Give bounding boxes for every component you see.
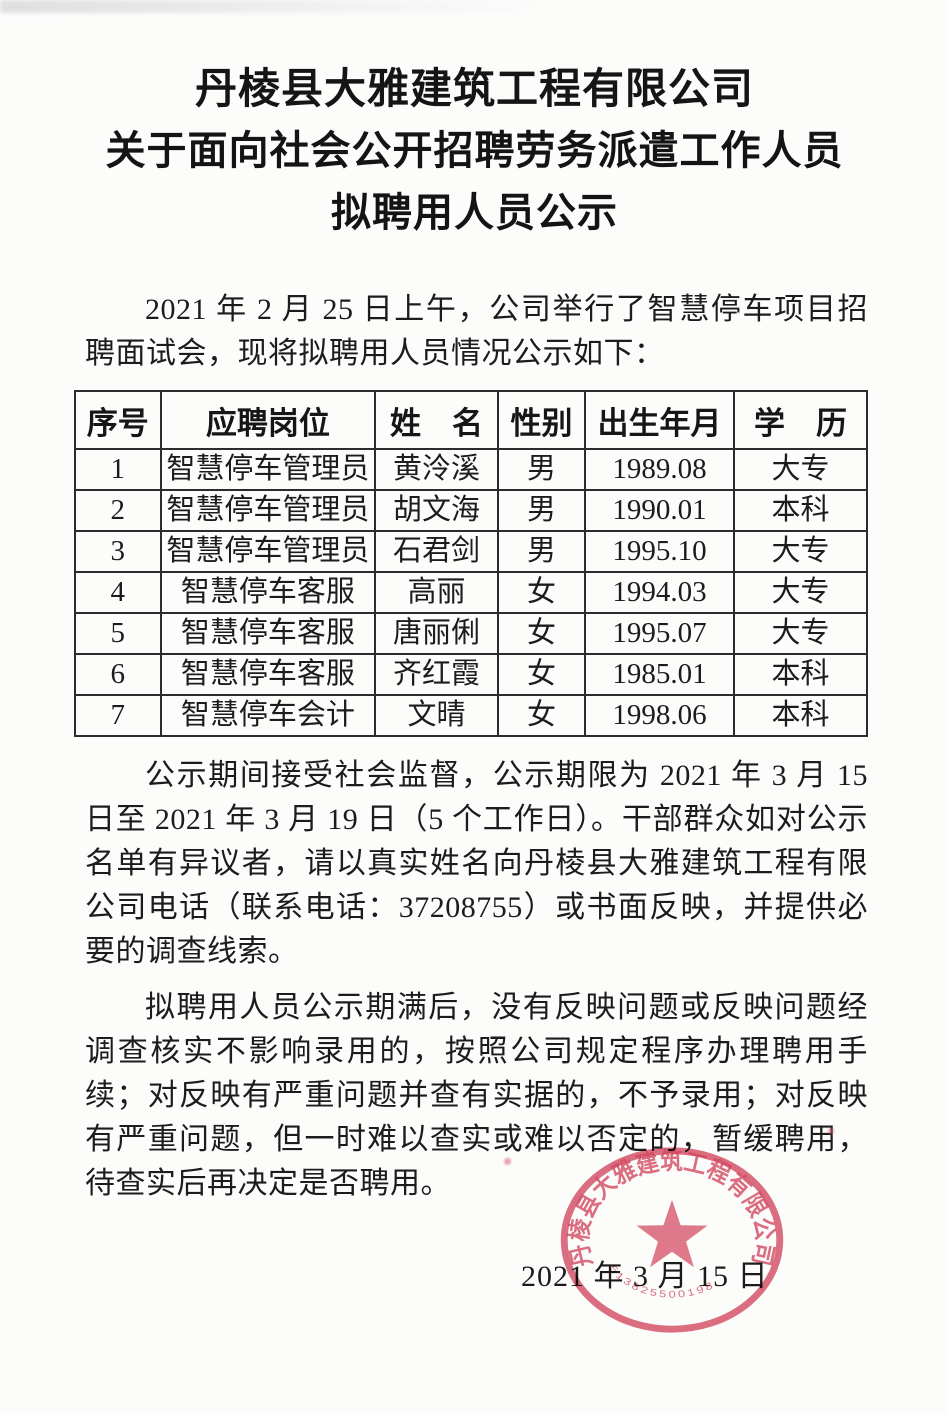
table-cell: 智慧停车管理员: [159, 448, 377, 491]
table-cell: 5: [74, 612, 162, 655]
table-cell: 高丽: [374, 571, 499, 614]
table-cell: 6: [74, 653, 162, 696]
column-header: 学 历: [732, 390, 869, 450]
table-cell: 智慧停车客服: [159, 571, 377, 614]
table-cell: 1998.06: [584, 694, 735, 737]
table-cell: 男: [496, 530, 587, 573]
table-row: 7 智慧停车会计 文晴女 1998.06 本科: [74, 694, 869, 737]
table-cell: 大专: [732, 612, 869, 655]
table-row: 2 智慧停车管理员 胡文海男 1990.01 本科: [74, 489, 869, 532]
table-cell: 石君剑: [374, 530, 499, 573]
procedure-paragraph: 拟聘用人员公示期满后，没有反映问题或反映问题经调查核实不影响录用的，按照公司规定…: [85, 991, 868, 1200]
table-cell: 女: [496, 653, 587, 696]
signature-date: 2021 年 3 月 15 日: [521, 1260, 769, 1293]
table-cell: 7: [74, 694, 162, 737]
column-header: 出生年月: [584, 390, 735, 450]
table-cell: 智慧停车管理员: [159, 489, 377, 532]
document-body: 2021 年 2 月 25 日上午，公司举行了智慧停车项目招聘面试会，现将拟聘用…: [0, 288, 949, 1206]
table-cell: 2: [74, 489, 162, 532]
table-cell: 智慧停车管理员: [159, 530, 377, 573]
column-header: 序号: [74, 390, 162, 450]
table-cell: 男: [496, 489, 587, 532]
table-header-row: 序号 应聘岗位姓 名性别 出生年月学 历: [74, 390, 869, 450]
table-cell: 1: [74, 448, 162, 491]
table-cell: 智慧停车客服: [159, 612, 377, 655]
title-block: 丹棱县大雅建筑工程有限公司 关于面向社会公开招聘劳务派遣工作人员 拟聘用人员公示: [0, 0, 949, 240]
table-cell: 胡文海: [374, 489, 499, 532]
seal-ring: [560, 1147, 784, 1333]
table-cell: 1989.08: [584, 448, 735, 491]
table-row: 4 智慧停车客服 高丽女 1994.03 大专: [74, 571, 869, 614]
ink-speck: [504, 1158, 511, 1165]
table-cell: 1985.01: [584, 653, 735, 696]
table-cell: 大专: [732, 530, 869, 573]
table-cell: 本科: [732, 694, 869, 737]
table-cell: 1994.03: [584, 571, 735, 614]
table-cell: 1995.07: [584, 612, 735, 655]
intro-paragraph: 2021 年 2 月 25 日上午，公司举行了智慧停车项目招聘面试会，现将拟聘用…: [85, 293, 868, 370]
column-header: 性别: [496, 390, 587, 450]
table-cell: 4: [74, 571, 162, 614]
table-cell: 文晴: [374, 694, 499, 737]
table-row: 1 智慧停车管理员 黄泠溪男 1989.08 大专: [74, 448, 869, 491]
seal-star-icon: [636, 1199, 708, 1268]
table-cell: 3: [74, 530, 162, 573]
table-cell: 本科: [732, 653, 869, 696]
document-title-line1: 关于面向社会公开招聘劳务派遣工作人员: [105, 129, 844, 173]
table-cell: 男: [496, 448, 587, 491]
ink-speck: [828, 1128, 834, 1134]
company-title: 丹棱县大雅建筑工程有限公司: [194, 67, 754, 113]
table-cell: 女: [496, 612, 587, 655]
scan-artifact: [0, 0, 551, 13]
table-cell: 女: [496, 694, 587, 737]
column-header: 姓 名: [374, 390, 499, 450]
table-cell: 唐丽俐: [374, 612, 499, 655]
table-cell: 齐红霞: [374, 653, 499, 696]
table-cell: 本科: [732, 489, 869, 532]
table-cell: 1990.01: [584, 489, 735, 532]
supervision-paragraph: 公示期间接受社会监督，公示期限为 2021 年 3 月 15 日至 2021 年…: [85, 759, 868, 968]
table-row: 5 智慧停车客服 唐丽俐女 1995.07 大专: [74, 612, 869, 655]
table-cell: 智慧停车客服: [159, 653, 377, 696]
company-seal: 丹棱县大雅建筑工程有限公司 513825500198: [560, 1146, 784, 1333]
table-cell: 女: [496, 571, 587, 614]
table-cell: 大专: [732, 448, 869, 491]
table-row: 6 智慧停车客服 齐红霞女 1985.01 本科: [74, 653, 869, 696]
column-header: 应聘岗位: [159, 390, 377, 450]
table-cell: 1995.10: [584, 530, 735, 573]
seal-serial-number: 513825500198: [607, 1263, 717, 1300]
table-row: 3 智慧停车管理员 石君剑男 1995.10 大专: [74, 530, 869, 573]
table-cell: 黄泠溪: [374, 448, 499, 491]
document-title-line2: 拟聘用人员公示: [331, 191, 618, 235]
table-cell: 大专: [732, 571, 869, 614]
hiring-roster-table: 序号 应聘岗位姓 名性别 出生年月学 历 1 智慧停车管理员 黄泠溪男 1989.08 大专…: [74, 390, 869, 737]
table-cell: 智慧停车会计: [159, 694, 377, 737]
